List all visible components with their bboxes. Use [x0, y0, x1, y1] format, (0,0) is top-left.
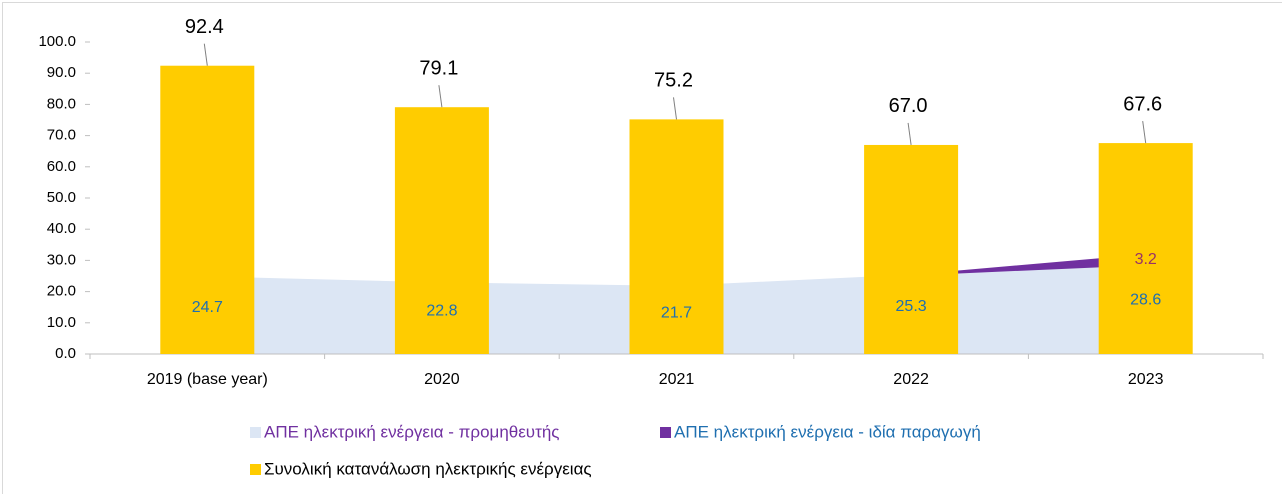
leader-line	[438, 85, 443, 108]
area-value-label: 3.2	[1135, 251, 1157, 268]
y-tick-label: 0.0	[55, 345, 76, 362]
y-tick-label: 70.0	[47, 127, 76, 144]
legend-label: ΑΠΕ ηλεκτρική ενέργεια - ιδία παραγωγή	[674, 422, 981, 441]
bar-value-label: 92.4	[185, 16, 224, 38]
y-tick-label: 80.0	[47, 95, 76, 112]
x-tick-label: 2019 (base year)	[147, 371, 268, 388]
area-value-label: 24.7	[192, 299, 223, 316]
y-tick-label: 10.0	[47, 314, 76, 331]
x-tick-label: 2021	[659, 371, 695, 388]
legend-label: Συνολική κατανάλωση ηλεκτρικής ενέργειας	[264, 459, 592, 478]
leader-line	[907, 122, 912, 146]
bar	[394, 107, 489, 354]
y-tick-label: 60.0	[47, 158, 76, 175]
area-value-label: 28.6	[1130, 292, 1161, 309]
legend-label: ΑΠΕ ηλεκτρική ενέργεια - προμηθευτής	[264, 422, 559, 441]
area-value-label: 22.8	[426, 303, 457, 320]
area-value-label: 25.3	[896, 298, 927, 315]
leader-line	[673, 97, 677, 120]
y-tick-label: 40.0	[47, 220, 76, 237]
x-tick-label: 2022	[893, 371, 929, 388]
legend-swatch	[250, 464, 261, 475]
y-tick-label: 50.0	[47, 189, 76, 206]
y-tick-label: 90.0	[47, 64, 76, 81]
leader-line	[1142, 121, 1147, 144]
bar	[629, 119, 724, 354]
bar-value-label: 67.6	[1123, 93, 1162, 115]
legend-swatch	[660, 427, 671, 438]
leader-line	[203, 43, 208, 66]
y-tick-label: 100.0	[38, 33, 76, 50]
bar-value-label: 79.1	[419, 57, 458, 79]
bar	[1098, 143, 1193, 354]
x-tick-label: 2023	[1128, 371, 1164, 388]
bar	[160, 65, 255, 354]
y-tick-label: 30.0	[47, 251, 76, 268]
bar-value-label: 67.0	[889, 95, 928, 117]
bar-value-label: 75.2	[654, 70, 693, 92]
bar	[864, 144, 959, 354]
legend-swatch	[250, 427, 261, 438]
x-tick-label: 2020	[424, 371, 460, 388]
area-value-label: 21.7	[661, 305, 692, 322]
y-tick-label: 20.0	[47, 283, 76, 300]
